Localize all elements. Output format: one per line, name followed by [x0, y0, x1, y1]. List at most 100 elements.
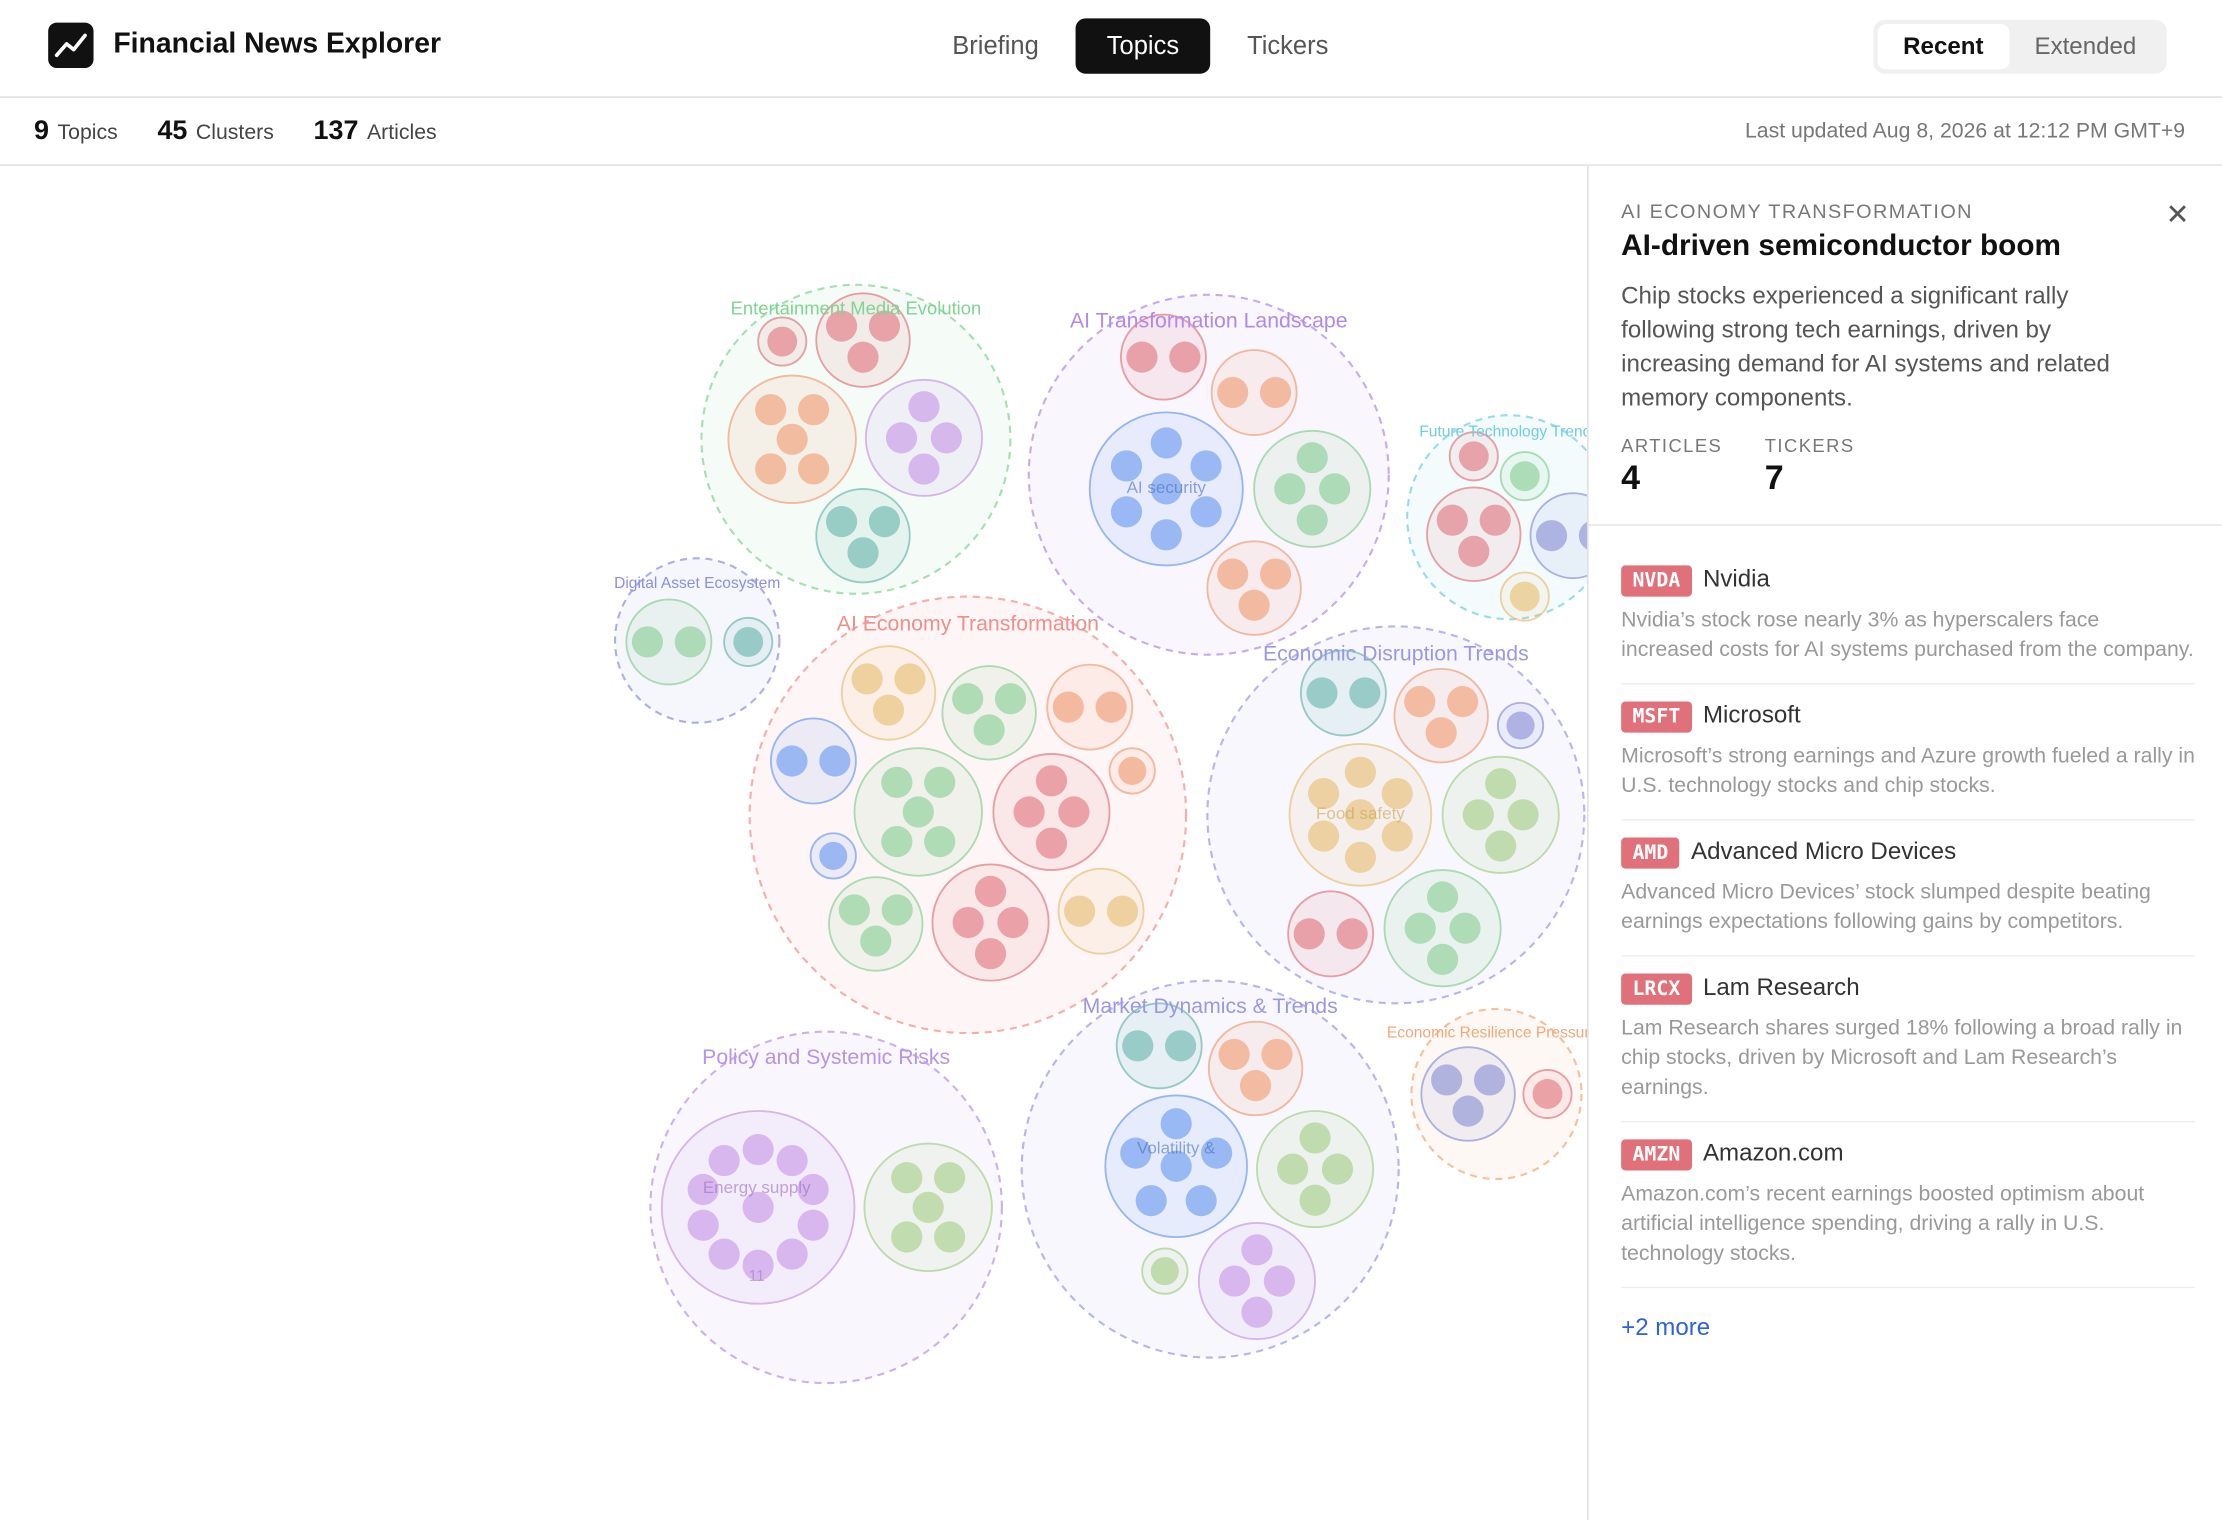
article-dot: [687, 1209, 719, 1241]
cluster-count: 11: [749, 1268, 765, 1285]
article-dot: [797, 1209, 829, 1241]
article-dot: [868, 310, 901, 342]
article-dot: [1058, 796, 1090, 828]
article-dot: [825, 506, 858, 538]
article-dot: [881, 826, 913, 858]
ticker-list: NVDA Nvidia Nvidia’s stock rose nearly 3% …: [1621, 548, 2196, 1342]
more-link[interactable]: +2 more: [1621, 1313, 1711, 1341]
article-dot: [1404, 912, 1436, 944]
tab[interactable]: Briefing: [952, 31, 1039, 60]
article-dot: [1126, 341, 1158, 373]
cluster-label: Food safety: [1316, 804, 1405, 823]
article-dot: [1344, 756, 1376, 788]
article-dot: [1507, 799, 1539, 831]
article-dot: [868, 506, 901, 538]
detail-stat-value: 7: [1764, 459, 1784, 498]
ticker-name: Advanced Micro Devices: [1691, 837, 1957, 865]
article-dot: [1218, 1265, 1251, 1297]
article-dot: [1263, 1265, 1295, 1297]
cluster-bubble: [1287, 890, 1375, 978]
article-dot: [1110, 496, 1143, 528]
topic-label: Policy and Systemic Risks: [702, 1045, 950, 1069]
article-dot: [1296, 442, 1328, 474]
tab[interactable]: Topics: [1075, 18, 1211, 74]
topic-label: Digital Asset Ecosystem: [614, 575, 780, 592]
article-dot: [825, 310, 858, 342]
cluster-bubble: [769, 717, 857, 805]
ticker-item[interactable]: NVDA Nvidia Nvidia’s stock rose nearly 3% …: [1621, 548, 2196, 685]
ticker-symbol: NVDA: [1621, 565, 1692, 597]
article-dot: [1190, 450, 1222, 482]
ticker-symbol: LRCX: [1621, 973, 1692, 1005]
article-dot: [708, 1238, 740, 1270]
article-dot: [860, 925, 892, 957]
article-dot: [952, 683, 984, 715]
article-dot: [1064, 895, 1096, 927]
article-dot: [1319, 473, 1351, 505]
cluster-bubble: [1210, 349, 1298, 436]
topic-label: Economic Resilience Pressures: [1387, 1024, 1606, 1041]
article-dot: [674, 626, 706, 658]
article-dot: [1425, 717, 1457, 749]
ticker-item[interactable]: AMZN Amazon.com Amazon.com’s recent earnin…: [1621, 1122, 2196, 1289]
article-dot: [894, 663, 926, 695]
article-dot: [1321, 1153, 1354, 1185]
article-dot: [902, 796, 934, 828]
article-dot: [1462, 799, 1494, 831]
article-dot: [1452, 1095, 1484, 1127]
article-dot: [776, 423, 808, 455]
article-dot: [973, 714, 1005, 746]
article-dot: [1261, 1038, 1293, 1071]
article-dot: [776, 745, 808, 777]
ticker-item[interactable]: MSFT Microsoft Microsoft’s strong earnings…: [1621, 684, 2196, 821]
article-dot: [1160, 1108, 1192, 1140]
article-dot: [881, 894, 913, 926]
detail-stat-label: TICKERS: [1764, 435, 1855, 457]
close-button[interactable]: ✕: [2165, 199, 2190, 231]
article-dot: [872, 694, 905, 726]
article-dot: [708, 1144, 740, 1177]
ticker-name: Microsoft: [1702, 701, 1801, 729]
topic-label: Market Dynamics & Trends: [1083, 994, 1338, 1018]
stats-bar: 9 Topics 45 Clusters 137 Articles Last update…: [0, 98, 2222, 166]
detail-stat: ARTICLES 4: [1621, 435, 1722, 499]
tab[interactable]: Tickers: [1247, 31, 1329, 60]
range-toggle: Recent Extended: [1873, 19, 2167, 74]
stat-label: Clusters: [195, 120, 274, 145]
range-option[interactable]: Recent: [1877, 24, 2009, 70]
article-dot: [952, 906, 984, 939]
article-dot: [912, 1191, 944, 1223]
topic-bubble: [1020, 979, 1400, 1359]
article-dot: [1169, 341, 1201, 373]
stat: 45 Clusters: [157, 116, 273, 147]
article-dot: [1447, 686, 1479, 718]
ticker-item[interactable]: AMD Advanced Micro Devices Advanced Micro …: [1621, 820, 2196, 957]
article-dot: [1473, 1064, 1506, 1096]
ticker-summary: Microsoft’s strong earnings and Azure gr…: [1621, 743, 2195, 798]
article-dot: [1404, 686, 1436, 718]
article-dot: [767, 326, 798, 357]
article-dot: [1122, 1030, 1154, 1062]
article-dot: [851, 663, 883, 695]
article-dot: [1532, 1079, 1563, 1109]
cluster-bubble: [992, 752, 1111, 872]
article-dot: [1035, 765, 1068, 797]
article-dot: [1299, 1184, 1331, 1216]
article-dot: [1427, 943, 1459, 975]
app-title: Financial News Explorer: [113, 28, 442, 60]
detail-stat: TICKERS 7: [1765, 435, 1855, 499]
article-dot: [1381, 820, 1413, 852]
article-dot: [1160, 1150, 1192, 1182]
detail-title: AI-driven semiconductor boom: [1621, 229, 2061, 263]
article-dot: [1052, 691, 1084, 723]
cluster-bubble: [1383, 869, 1502, 988]
article-dot: [1110, 450, 1143, 482]
range-option[interactable]: Extended: [2034, 32, 2137, 60]
detail-stat-label: ARTICLES: [1621, 435, 1723, 457]
stat-value: 137: [313, 116, 359, 146]
ticker-symbol: AMD: [1621, 837, 1680, 869]
topic-label: AI Transformation Landscape: [1070, 308, 1348, 332]
ticker-item[interactable]: LRCX Lam Research Lam Research shares surg…: [1621, 957, 2196, 1123]
topic-bubble: [1206, 625, 1586, 1005]
article-dot: [997, 906, 1029, 939]
